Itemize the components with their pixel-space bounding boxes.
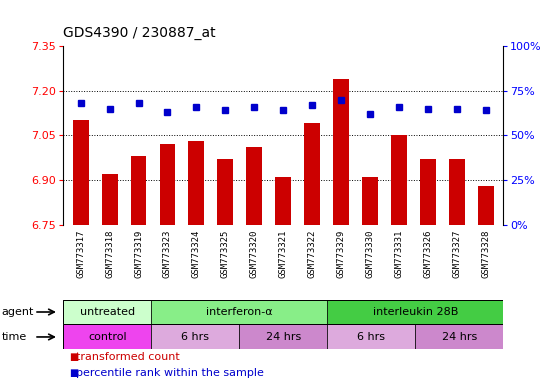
Bar [239, 324, 327, 349]
Bar [276, 177, 291, 225]
Text: agent: agent [2, 307, 34, 317]
Text: interferon-α: interferon-α [206, 307, 273, 317]
Text: GSM773325: GSM773325 [221, 230, 230, 278]
Text: GSM773328: GSM773328 [481, 230, 491, 278]
Text: GSM773324: GSM773324 [192, 230, 201, 278]
Text: GDS4390 / 230887_at: GDS4390 / 230887_at [63, 26, 216, 40]
Bar [327, 324, 415, 349]
Bar [304, 124, 320, 225]
Bar [420, 159, 436, 225]
Text: transformed count: transformed count [69, 352, 179, 362]
Bar [63, 324, 151, 349]
Bar [102, 174, 118, 225]
Bar [189, 141, 205, 225]
Text: GSM773330: GSM773330 [366, 230, 375, 278]
Bar [246, 147, 262, 225]
Bar [160, 144, 175, 225]
Text: interleukin 28B: interleukin 28B [372, 307, 458, 317]
Text: 6 hrs: 6 hrs [182, 332, 209, 342]
Bar [130, 156, 146, 225]
Text: GSM773329: GSM773329 [337, 230, 345, 278]
Bar [415, 324, 503, 349]
Text: GSM773318: GSM773318 [105, 230, 114, 278]
Bar [151, 324, 239, 349]
Text: GSM773323: GSM773323 [163, 230, 172, 278]
Bar [391, 136, 407, 225]
Text: GSM773331: GSM773331 [394, 230, 404, 278]
Bar [63, 300, 151, 324]
Bar [333, 79, 349, 225]
Bar [151, 300, 327, 324]
Text: GSM773327: GSM773327 [453, 230, 461, 278]
Text: 24 hrs: 24 hrs [442, 332, 477, 342]
Text: GSM773326: GSM773326 [424, 230, 432, 278]
Text: GSM773321: GSM773321 [279, 230, 288, 278]
Text: GSM773322: GSM773322 [307, 230, 317, 278]
Text: GSM773319: GSM773319 [134, 230, 143, 278]
Bar [478, 186, 494, 225]
Bar [217, 159, 233, 225]
Bar [362, 177, 378, 225]
Bar [327, 300, 503, 324]
Text: ■: ■ [69, 367, 78, 377]
Text: 24 hrs: 24 hrs [266, 332, 301, 342]
Bar [73, 121, 89, 225]
Bar [449, 159, 465, 225]
Text: control: control [88, 332, 126, 342]
Text: ■: ■ [69, 352, 78, 362]
Text: untreated: untreated [80, 307, 135, 317]
Text: time: time [2, 332, 27, 342]
Text: GSM773317: GSM773317 [76, 230, 85, 278]
Text: percentile rank within the sample: percentile rank within the sample [69, 367, 263, 377]
Text: 6 hrs: 6 hrs [358, 332, 385, 342]
Text: GSM773320: GSM773320 [250, 230, 259, 278]
